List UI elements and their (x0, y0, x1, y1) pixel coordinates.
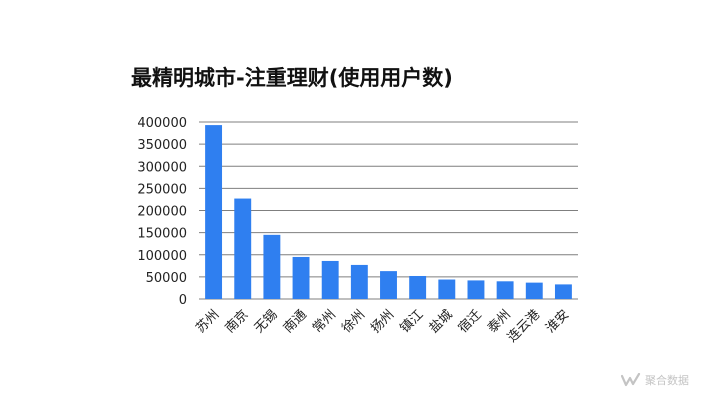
bar-12 (525, 282, 543, 299)
bar-6 (350, 264, 368, 299)
y-axis-ticks: 0 50000 100000 150000 200000 250000 300000 3500… (137, 116, 187, 308)
x-tick-label: 徐州 (339, 307, 368, 336)
x-tick-label: 常州 (310, 307, 339, 336)
watermark: 聚合数据 (621, 372, 689, 388)
bars (205, 125, 572, 299)
y-tick-label: 400000 (137, 116, 187, 131)
bar-2 (234, 198, 252, 299)
y-tick-label: 300000 (137, 160, 187, 175)
x-tick-label: 镇江 (397, 307, 426, 336)
y-tick-label: 350000 (137, 138, 187, 153)
x-tick-label: 盐城 (427, 307, 456, 336)
x-tick-label: 无锡 (252, 307, 281, 336)
y-tick-label: 250000 (137, 182, 187, 197)
wave-logo-icon (621, 373, 641, 387)
y-tick-label: 200000 (137, 205, 187, 220)
x-tick-label: 扬州 (368, 307, 397, 336)
bar-4 (292, 256, 310, 299)
watermark-text: 聚合数据 (645, 374, 689, 387)
x-tick-label: 南通 (280, 307, 310, 337)
x-tick-label: 连云港 (504, 307, 543, 346)
bar-10 (467, 280, 485, 299)
x-tick-label: 淮安 (543, 307, 572, 336)
y-tick-label: 0 (179, 293, 187, 308)
x-tick-label: 南京 (222, 307, 252, 337)
y-tick-label: 150000 (137, 227, 187, 242)
bar-5 (321, 260, 339, 299)
y-tick-label: 100000 (137, 249, 187, 264)
bar-1 (205, 125, 223, 299)
bar-3 (263, 234, 281, 299)
y-tick-label: 50000 (146, 271, 187, 286)
bar-8 (409, 275, 427, 299)
bar-7 (380, 271, 397, 299)
chart-title: 最精明城市-注重理财(使用用户数) (131, 66, 453, 90)
bar-11 (496, 281, 514, 299)
x-tick-label: 宿迁 (455, 307, 485, 337)
bar-13 (554, 284, 572, 299)
x-tick-label: 苏州 (193, 307, 223, 337)
bar-9 (438, 279, 456, 299)
